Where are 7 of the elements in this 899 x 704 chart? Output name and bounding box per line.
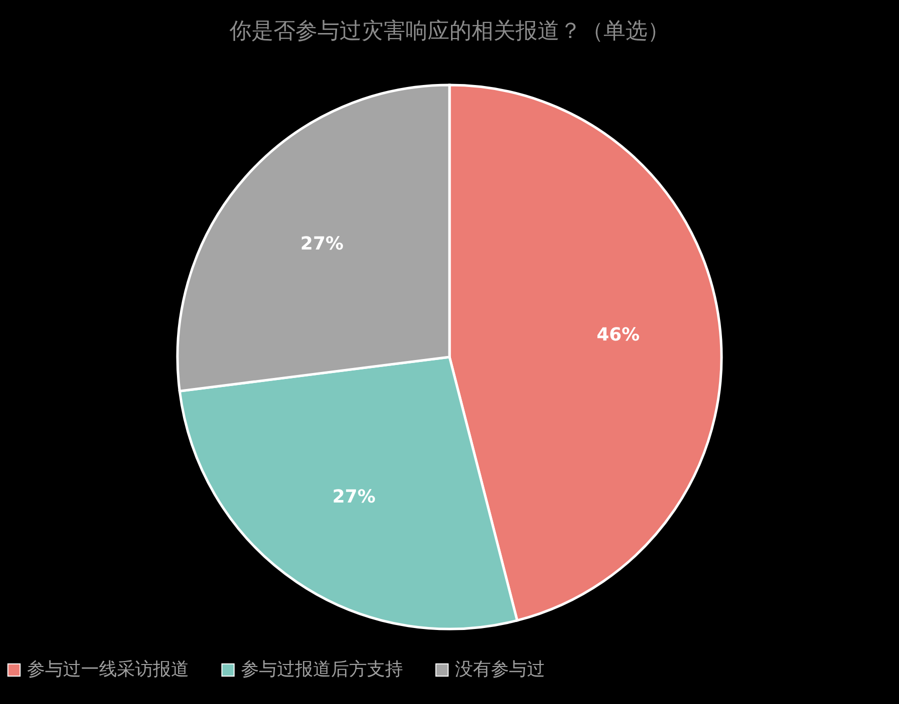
data-label: 27% [332, 486, 376, 508]
data-label: 46% [596, 324, 640, 346]
chart-title: 你是否参与过灾害响应的相关报道？（单选） [228, 19, 670, 44]
legend-label: 参与过一线采访报道 [27, 659, 189, 680]
legend-label: 参与过报道后方支持 [241, 659, 403, 680]
data-label: 27% [300, 234, 344, 255]
legend-label: 没有参与过 [455, 659, 545, 680]
